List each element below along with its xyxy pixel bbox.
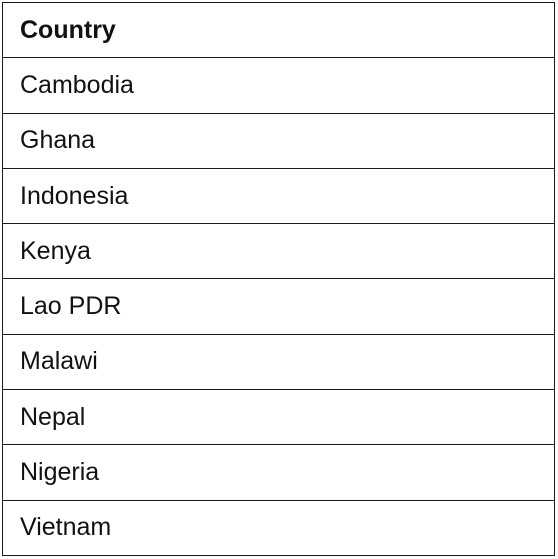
table-row: Kenya — [3, 224, 554, 280]
table-cell-country: Malawi — [20, 347, 98, 376]
table-cell-country: Cambodia — [20, 70, 134, 99]
table-row: Ghana — [3, 114, 554, 169]
table-row: Lao PDR — [3, 279, 554, 335]
table-cell-country: Lao PDR — [20, 292, 122, 321]
table-row: Nepal — [3, 390, 554, 446]
table-row: Indonesia — [3, 169, 554, 225]
table-cell-country: Vietnam — [20, 513, 112, 542]
table-cell-country: Indonesia — [20, 181, 129, 210]
table-header-row: Country — [3, 3, 554, 59]
table-cell-country: Nepal — [20, 402, 86, 431]
table-row: Vietnam — [3, 501, 554, 556]
table-cell-country: Kenya — [20, 236, 91, 265]
column-header-country: Country — [20, 15, 116, 44]
table-row: Cambodia — [3, 58, 554, 114]
table-cell-country: Nigeria — [20, 458, 100, 487]
table-row: Malawi — [3, 335, 554, 391]
table-row: Nigeria — [3, 445, 554, 501]
table-cell-country: Ghana — [20, 126, 96, 155]
